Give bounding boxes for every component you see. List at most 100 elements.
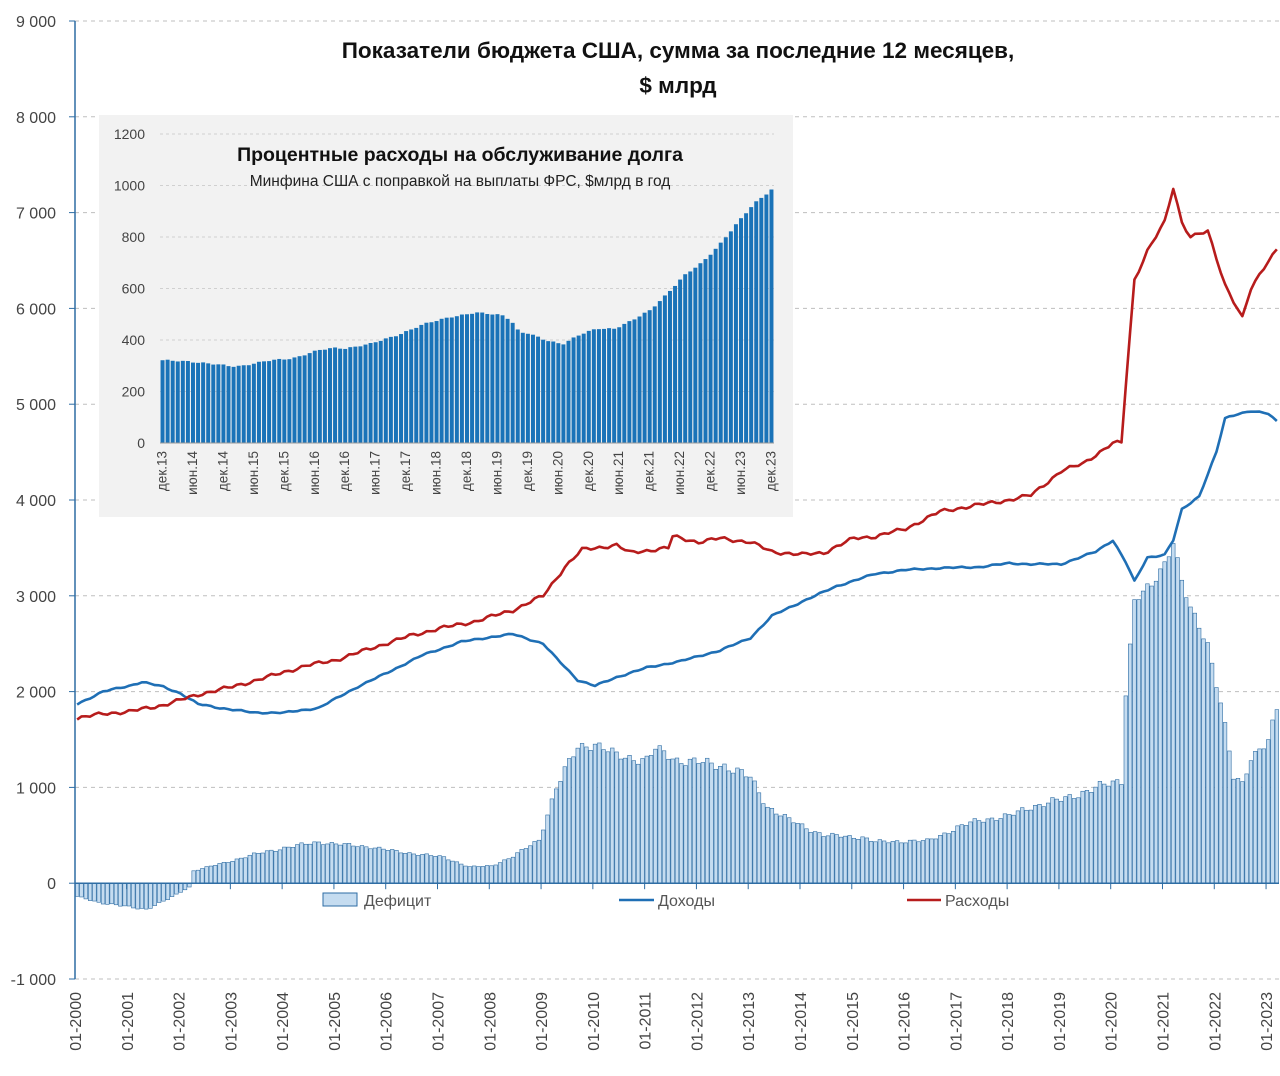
deficit-bar bbox=[981, 821, 986, 884]
revenue-line bbox=[76, 410, 1278, 715]
deficit-bar bbox=[1119, 784, 1124, 884]
deficit-bar bbox=[597, 742, 602, 884]
deficit-bar bbox=[493, 864, 498, 884]
inset-bar bbox=[393, 336, 398, 443]
deficit-bar bbox=[390, 849, 395, 884]
deficit-bar bbox=[295, 844, 300, 884]
x-tick-label: 01-2013 bbox=[741, 992, 758, 1051]
deficit-bar bbox=[605, 751, 611, 884]
legend-revenue-label: Доходы bbox=[658, 893, 715, 910]
deficit-bars bbox=[75, 543, 1279, 910]
deficit-bar bbox=[169, 882, 175, 897]
inset-bar bbox=[612, 328, 617, 443]
deficit-bar bbox=[1210, 662, 1215, 884]
deficit-bar bbox=[700, 762, 706, 884]
deficit-bar bbox=[951, 830, 956, 884]
inset-x-tick-label: дек.13 bbox=[155, 451, 170, 491]
inset-bar bbox=[673, 285, 678, 443]
deficit-bar bbox=[1261, 748, 1267, 884]
inset-bar bbox=[409, 329, 414, 443]
deficit-bar bbox=[157, 882, 162, 903]
deficit-bar bbox=[791, 822, 796, 884]
deficit-bar bbox=[657, 745, 662, 884]
inset-bar bbox=[698, 263, 703, 443]
deficit-bar bbox=[718, 766, 723, 884]
deficit-bar bbox=[666, 758, 671, 884]
inset-bar bbox=[287, 359, 292, 443]
inset-title: Процентные расходы на обслуживание долга bbox=[237, 144, 683, 166]
deficit-bar bbox=[433, 856, 438, 884]
inset-bar bbox=[642, 312, 647, 443]
deficit-bar bbox=[994, 820, 999, 884]
inset-x-tick-label: июн.21 bbox=[611, 451, 626, 495]
inset-bar bbox=[586, 330, 591, 443]
deficit-bar bbox=[894, 840, 900, 884]
deficit-bar bbox=[1171, 543, 1176, 884]
deficit-bar bbox=[92, 882, 97, 902]
deficit-bar bbox=[1166, 556, 1172, 884]
deficit-bar bbox=[601, 749, 606, 884]
deficit-bar bbox=[1227, 750, 1232, 884]
deficit-bar bbox=[126, 882, 132, 907]
deficit-bar bbox=[467, 866, 472, 884]
inset-bar bbox=[718, 242, 723, 443]
deficit-bar bbox=[752, 780, 757, 884]
deficit-bar bbox=[1201, 638, 1206, 884]
x-tick-label: 01-2019 bbox=[1052, 992, 1069, 1051]
inset-x-tick-label: июн.23 bbox=[733, 451, 748, 495]
deficit-bar bbox=[640, 758, 645, 884]
deficit-bar bbox=[761, 803, 766, 884]
inset-x-tick-label: июн.14 bbox=[185, 451, 200, 495]
inset-bar bbox=[759, 197, 764, 443]
inset-y-tick-label: 1000 bbox=[114, 178, 145, 194]
deficit-bar bbox=[920, 840, 926, 884]
deficit-bar bbox=[105, 882, 110, 905]
inset-bar bbox=[206, 363, 211, 443]
deficit-bar bbox=[174, 882, 179, 895]
deficit-bar bbox=[1184, 597, 1189, 884]
deficit-bar bbox=[830, 832, 835, 884]
deficit-bar bbox=[821, 836, 826, 884]
inset-bar bbox=[708, 254, 713, 443]
deficit-bar bbox=[243, 857, 248, 884]
deficit-bar bbox=[942, 832, 947, 884]
deficit-bar bbox=[385, 850, 390, 884]
deficit-bar bbox=[260, 852, 265, 884]
deficit-bar bbox=[1197, 627, 1202, 884]
inset-axes: 0 200 400 600 800 1000 1200 дек.13 июн.14 дек.14 и… bbox=[114, 126, 779, 495]
inset-bar bbox=[617, 327, 622, 443]
deficit-bar bbox=[847, 835, 852, 884]
deficit-bar bbox=[1248, 760, 1254, 884]
inset-bars bbox=[160, 189, 774, 443]
deficit-bar bbox=[1080, 790, 1085, 884]
inset-bar bbox=[536, 336, 541, 443]
deficit-bar bbox=[234, 858, 239, 884]
deficit-bar bbox=[636, 763, 641, 884]
deficit-bar bbox=[489, 865, 494, 884]
inset-bar bbox=[165, 359, 170, 443]
deficit-bar bbox=[191, 870, 196, 884]
inset-bar bbox=[429, 322, 434, 443]
inset-bar bbox=[566, 340, 571, 443]
inset-bar bbox=[459, 314, 464, 443]
deficit-bar bbox=[1020, 807, 1025, 884]
inset-bar bbox=[607, 328, 612, 443]
inset-bar bbox=[439, 318, 444, 443]
deficit-bar bbox=[705, 757, 710, 884]
inset-x-tick-label: июн.20 bbox=[550, 451, 565, 495]
deficit-bar bbox=[226, 862, 231, 884]
deficit-bar bbox=[269, 849, 274, 884]
inset-x-tick-label: июн.16 bbox=[307, 451, 322, 495]
deficit-bar bbox=[1231, 778, 1236, 884]
inset-bar bbox=[348, 347, 353, 443]
deficit-bar bbox=[355, 846, 360, 884]
deficit-bar bbox=[342, 843, 347, 884]
x-tick-label: 01-2003 bbox=[223, 992, 240, 1051]
deficit-bar bbox=[359, 845, 365, 884]
inset-bar bbox=[495, 314, 500, 443]
legend-spending-label: Расходы bbox=[945, 893, 1009, 910]
inset-x-tick-label: дек.21 bbox=[642, 451, 657, 491]
main-axes: -1 000 0 1 000 2 000 3 000 4 000 5 000 6 000 7 0… bbox=[11, 14, 1279, 1051]
x-tick-label: 01-2001 bbox=[120, 992, 137, 1051]
inset-bar bbox=[267, 361, 272, 443]
